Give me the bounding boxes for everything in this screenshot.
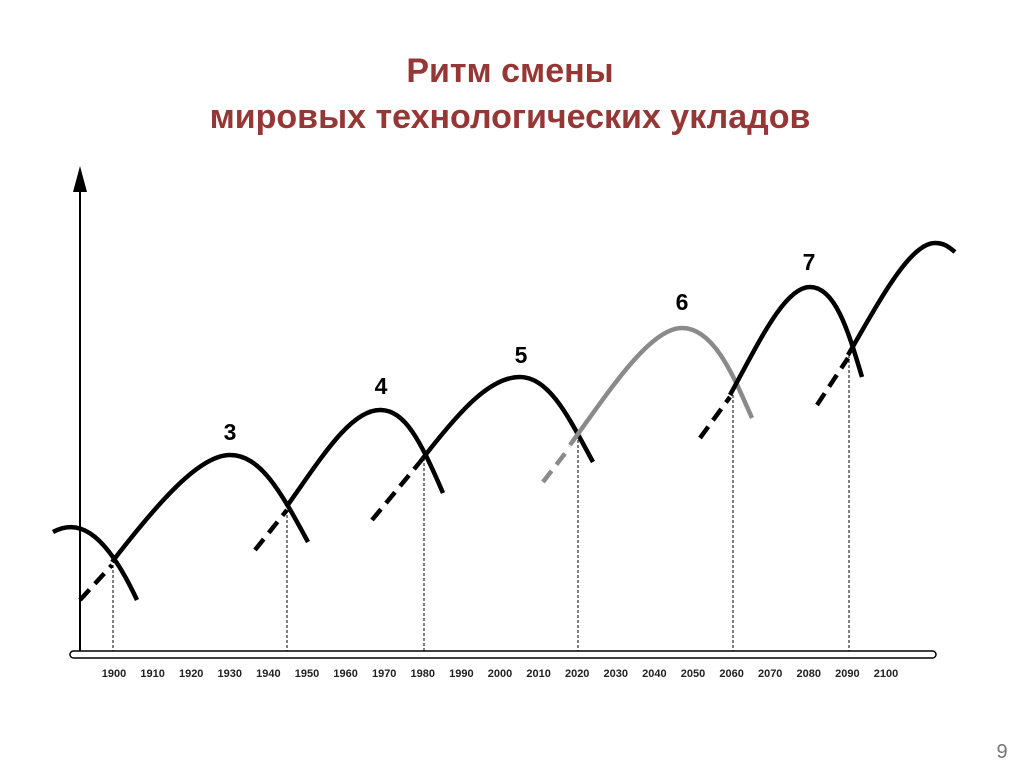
- page-number: 9: [996, 741, 1007, 763]
- wave-label: 7: [803, 249, 816, 275]
- x-axis-labels: 1900 1910 1920 1930 1940 1950 1960 1970 1980 1990…: [102, 668, 898, 680]
- title-line: Ритм смены: [406, 52, 613, 90]
- y-axis-arrow: [73, 166, 87, 192]
- year-label: 2000: [488, 668, 512, 680]
- year-label: 2090: [835, 668, 859, 680]
- guides: [112, 350, 850, 651]
- year-label: 2030: [604, 668, 628, 680]
- year-label: 2080: [797, 668, 821, 680]
- wave: [728, 284, 865, 397]
- wave-start: [370, 460, 422, 522]
- year-label: 1930: [218, 668, 242, 680]
- year-label: 1920: [179, 668, 203, 680]
- wave: [285, 407, 446, 508]
- year-label: 1900: [102, 668, 126, 680]
- wave: [51, 524, 140, 601]
- wave-start: [541, 445, 572, 484]
- year-label: 2040: [642, 668, 666, 680]
- wave: [110, 452, 310, 564]
- wave-start: [698, 395, 732, 440]
- wave-start: [815, 356, 850, 407]
- year-label: 1980: [411, 668, 435, 680]
- wave: [418, 374, 595, 464]
- year-label: 2070: [758, 668, 782, 680]
- wave: [846, 240, 957, 357]
- year-label: 2060: [719, 668, 743, 680]
- wave-start: [253, 508, 289, 552]
- title-line: мировых технологических укладов: [210, 98, 811, 136]
- year-label: 2050: [681, 668, 705, 680]
- year-label: 1950: [295, 668, 319, 680]
- year-label: 1910: [140, 668, 164, 680]
- wave-label: 5: [515, 342, 528, 368]
- wave-start: [78, 563, 114, 602]
- year-label: 2100: [874, 668, 898, 680]
- year-label: 1990: [449, 668, 473, 680]
- wave-label: 3: [224, 419, 237, 445]
- waves: [51, 240, 957, 602]
- year-label: 1940: [256, 668, 280, 680]
- wave-label: 4: [375, 373, 388, 399]
- year-label: 2020: [565, 668, 589, 680]
- year-label: 1960: [333, 668, 357, 680]
- x-axis: [69, 650, 937, 659]
- year-label: 2010: [526, 668, 550, 680]
- wave: [568, 325, 755, 447]
- wave-label: 6: [676, 289, 689, 315]
- year-label: 1970: [372, 668, 396, 680]
